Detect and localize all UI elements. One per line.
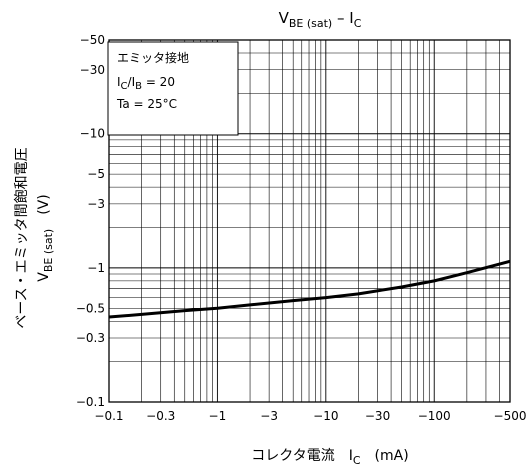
data-series: [108, 259, 511, 319]
legend-line-3: Ta = 25°C: [116, 97, 177, 111]
y-tick-label: −30: [80, 63, 105, 77]
x-tick-label: −10: [313, 409, 338, 423]
y-tick-label: −0.5: [76, 301, 105, 315]
x-tick-label: −100: [418, 409, 451, 423]
y-axis-label: ベース・エミッタ間飽和電圧: [13, 147, 30, 328]
x-tick-label: −0.3: [146, 409, 175, 423]
y-tick-label: −0.1: [76, 395, 105, 409]
y-axis-label-symbol: VBE (sat) (V): [36, 194, 55, 281]
series-line: [108, 259, 511, 319]
y-tick-labels: −0.1 −0.3 −0.5 −1 −3 −5 −10 −30 −50: [76, 33, 105, 409]
y-tick-label: −50: [80, 33, 105, 47]
svg-text:ベース・エミッタ間飽和電圧: ベース・エミッタ間飽和電圧: [13, 147, 30, 328]
x-tick-label: −30: [365, 409, 390, 423]
chart-title: VBE (sat) – IC: [279, 9, 362, 30]
svg-text:VBE (sat) (V): VBE (sat) (V): [36, 194, 55, 281]
y-tick-label: −3: [87, 197, 105, 211]
plot-frame: [108, 39, 511, 403]
legend-box: エミッタ接地 IC/IB = 20 Ta = 25°C: [107, 41, 239, 136]
x-tick-label: −0.1: [94, 409, 123, 423]
legend-line-1: エミッタ接地: [117, 50, 189, 65]
x-tick-label: −1: [209, 409, 227, 423]
y-tick-label: −1: [87, 261, 105, 275]
legend-background: [107, 41, 239, 136]
x-tick-label: −3: [260, 409, 278, 423]
x-tick-label: −500: [494, 409, 527, 423]
x-axis-label: コレクタ電流 IC (mA): [251, 448, 408, 467]
x-tick-labels: −0.1 −0.3 −1 −3 −10 −30 −100 −500: [94, 409, 526, 423]
y-tick-label: −5: [87, 167, 105, 181]
y-tick-label: −10: [80, 127, 105, 141]
y-tick-label: −0.3: [76, 331, 105, 345]
legend-line-2: IC/IB = 20: [117, 75, 175, 92]
